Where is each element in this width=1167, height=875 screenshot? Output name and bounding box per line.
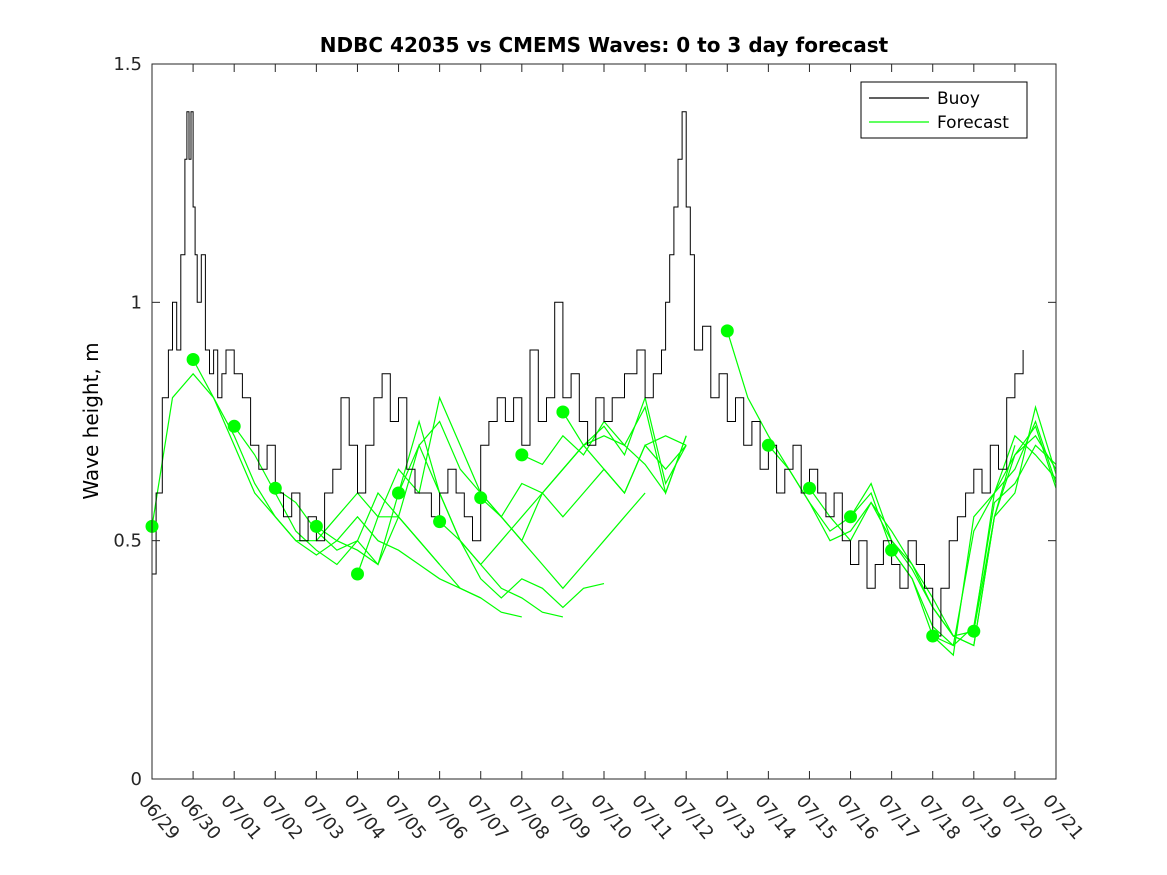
forecast-line-10 xyxy=(562,395,687,486)
forecast-marker-9 xyxy=(515,448,529,462)
forecast-line-2 xyxy=(233,425,522,618)
forecast-marker-17 xyxy=(967,624,981,638)
forecast-line-17 xyxy=(973,404,1057,632)
forecast-marker-15 xyxy=(885,543,899,557)
forecast-marker-14 xyxy=(844,510,857,524)
forecast-marker-8 xyxy=(474,491,488,505)
forecast-marker-2 xyxy=(227,419,241,433)
forecast-marker-10 xyxy=(556,405,570,419)
forecast-marker-1 xyxy=(186,353,200,366)
y-tick-label: 1 xyxy=(131,292,142,313)
forecast-line-15 xyxy=(891,434,1057,657)
y-tick-label: 1.5 xyxy=(113,54,142,75)
forecast-marker-16 xyxy=(926,629,940,643)
y-tick-label: 0.5 xyxy=(113,531,142,552)
chart-title: NDBC 42035 vs CMEMS Waves: 0 to 3 day fo… xyxy=(320,33,889,57)
forecast-marker-13 xyxy=(803,481,816,495)
y-tick-label: 0 xyxy=(131,769,142,790)
forecast-line-12 xyxy=(767,434,1057,647)
forecast-marker-7 xyxy=(433,515,447,529)
forecast-marker-11 xyxy=(720,324,734,338)
legend: Buoy Forecast xyxy=(860,81,1028,139)
forecast-line-16 xyxy=(932,424,1057,647)
legend-box xyxy=(860,81,1028,139)
forecast-marker-6 xyxy=(392,486,405,500)
legend-forecast-label: Forecast xyxy=(937,113,1009,133)
forecast-marker-3 xyxy=(268,481,282,495)
plot-area: 00.511.506/2906/3007/0107/0207/0307/0407… xyxy=(113,54,1087,844)
y-axis-label: Wave height, m xyxy=(79,342,103,499)
legend-buoy-label: Buoy xyxy=(937,89,980,109)
forecast-marker-4 xyxy=(309,519,323,533)
buoy-line xyxy=(152,111,1024,637)
forecast-marker-5 xyxy=(351,567,364,581)
forecast-marker-12 xyxy=(761,438,775,452)
